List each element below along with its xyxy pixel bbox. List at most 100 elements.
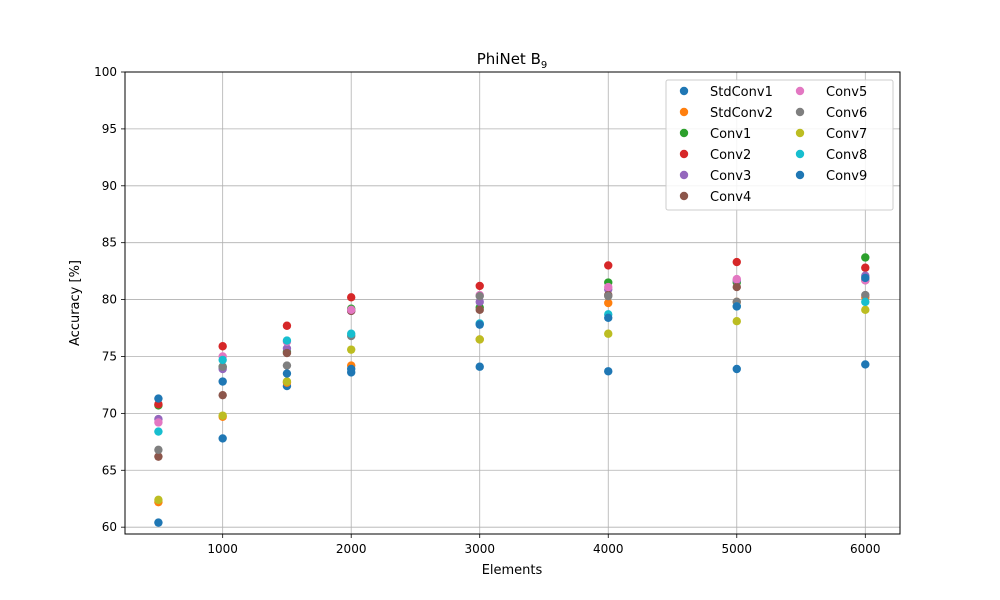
legend-label: Conv9 bbox=[826, 169, 867, 184]
data-point bbox=[732, 282, 741, 292]
data-point bbox=[347, 364, 356, 374]
data-point bbox=[154, 452, 163, 461]
legend-label: Conv8 bbox=[826, 148, 867, 163]
legend-item: Conv4 bbox=[679, 190, 751, 205]
data-point bbox=[218, 362, 227, 371]
data-point bbox=[604, 367, 613, 376]
legend-item: StdConv1 bbox=[679, 85, 773, 100]
series-conv6 bbox=[154, 290, 870, 454]
data-point bbox=[218, 355, 227, 365]
legend-marker bbox=[795, 149, 805, 159]
series-conv7 bbox=[154, 305, 870, 505]
data-point bbox=[732, 317, 741, 326]
data-point bbox=[604, 329, 613, 338]
legend-marker bbox=[795, 128, 805, 138]
data-point bbox=[604, 261, 613, 270]
data-point bbox=[282, 361, 292, 370]
legend-item: Conv5 bbox=[795, 85, 867, 100]
legend-box bbox=[665, 79, 894, 211]
data-point bbox=[861, 253, 870, 262]
y-tick-label: 100 bbox=[94, 65, 117, 79]
data-point bbox=[861, 273, 870, 283]
legend-label: Conv6 bbox=[826, 106, 867, 121]
data-point bbox=[282, 336, 292, 345]
legend-item: Conv2 bbox=[679, 148, 751, 163]
y-tick-label: 65 bbox=[102, 463, 117, 477]
series-conv1 bbox=[154, 253, 870, 410]
y-tick-label: 60 bbox=[102, 520, 117, 534]
data-point bbox=[154, 427, 163, 436]
plot-frame bbox=[124, 71, 901, 535]
data-point bbox=[732, 364, 741, 374]
legend-label: StdConv1 bbox=[710, 85, 773, 100]
legend-item: Conv8 bbox=[795, 148, 867, 163]
legend-marker bbox=[679, 149, 689, 159]
legend-item: StdConv2 bbox=[679, 106, 773, 121]
y-tick-label: 75 bbox=[102, 349, 117, 363]
x-tick-label: 1000 bbox=[207, 542, 238, 556]
data-point bbox=[347, 293, 356, 302]
chart-title-subscript: 9 bbox=[541, 60, 547, 71]
data-point bbox=[604, 313, 613, 322]
legend-item: Conv1 bbox=[679, 127, 751, 142]
data-point bbox=[154, 418, 163, 427]
y-axis: 60 65 70 75 80 85 90 95 100 bbox=[94, 65, 125, 534]
x-tick-label: 4000 bbox=[593, 542, 624, 556]
data-point bbox=[282, 377, 292, 386]
x-tick-label: 5000 bbox=[722, 542, 753, 556]
legend-marker bbox=[795, 107, 805, 117]
data-point bbox=[861, 263, 870, 272]
data-point bbox=[154, 518, 163, 527]
legend-item: Conv3 bbox=[679, 169, 751, 184]
y-tick-label: 90 bbox=[102, 179, 117, 193]
series-conv9 bbox=[154, 273, 870, 403]
series-conv8 bbox=[154, 297, 870, 436]
data-point bbox=[604, 282, 613, 292]
data-point bbox=[475, 281, 484, 291]
legend-marker bbox=[679, 86, 689, 96]
series-stdconv2 bbox=[154, 293, 870, 507]
y-tick-label: 95 bbox=[102, 122, 117, 136]
y-tick-label: 85 bbox=[102, 236, 117, 250]
legend-label: Conv2 bbox=[710, 148, 751, 163]
data-point bbox=[475, 362, 484, 371]
data-point bbox=[732, 274, 741, 284]
y-axis-label: Accuracy [%] bbox=[68, 260, 83, 346]
data-point bbox=[282, 369, 292, 378]
data-point bbox=[154, 495, 163, 505]
data-point bbox=[282, 321, 292, 330]
data-point bbox=[218, 434, 227, 443]
legend-label: Conv5 bbox=[826, 85, 867, 100]
series-stdconv1 bbox=[154, 360, 870, 527]
data-point bbox=[218, 390, 227, 400]
data-point bbox=[475, 320, 484, 329]
x-tick-label: 2000 bbox=[336, 542, 367, 556]
series-conv5 bbox=[154, 274, 870, 427]
chart-title: PhiNet B9 bbox=[477, 50, 547, 71]
data-point bbox=[218, 411, 227, 420]
data-point bbox=[154, 445, 163, 454]
data-point bbox=[604, 291, 613, 301]
data-point bbox=[347, 345, 356, 354]
data-point bbox=[732, 302, 741, 311]
legend-label: StdConv2 bbox=[710, 106, 773, 121]
data-point bbox=[861, 290, 870, 300]
series-conv3 bbox=[154, 271, 870, 424]
data-point bbox=[861, 297, 870, 307]
legend-item: Conv6 bbox=[795, 106, 867, 121]
legend-item: Conv9 bbox=[795, 169, 867, 184]
data-point bbox=[282, 348, 292, 358]
y-tick-label: 70 bbox=[102, 406, 117, 420]
data-point bbox=[604, 298, 613, 308]
series-conv2 bbox=[154, 257, 870, 409]
legend-label: Conv7 bbox=[826, 127, 867, 142]
data-point bbox=[475, 291, 484, 301]
legend-marker bbox=[679, 191, 689, 201]
legend-marker bbox=[679, 128, 689, 138]
data-point bbox=[154, 394, 163, 403]
x-axis-label: Elements bbox=[482, 563, 543, 578]
data-point bbox=[347, 329, 356, 338]
data-point bbox=[347, 305, 356, 315]
data-points bbox=[154, 253, 870, 527]
